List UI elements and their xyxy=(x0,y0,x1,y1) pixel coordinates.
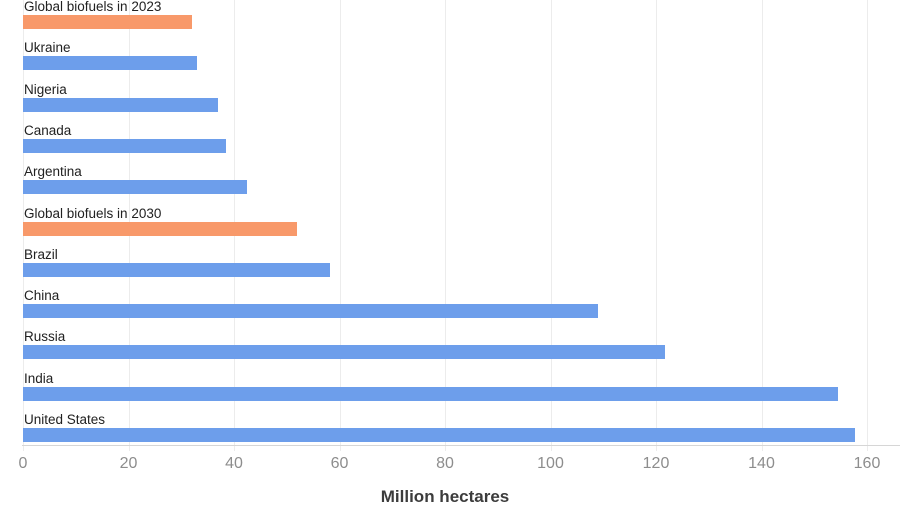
bar-india xyxy=(23,386,838,401)
x-tick-label: 140 xyxy=(748,455,775,472)
x-tick-label: 120 xyxy=(642,455,670,472)
bar-russia xyxy=(23,345,665,360)
x-tick-label: 80 xyxy=(436,455,454,472)
category-label: Global biofuels in 2023 xyxy=(24,0,162,14)
x-tick-label: 160 xyxy=(853,455,881,472)
bar-china xyxy=(23,304,598,319)
x-tick-label: 40 xyxy=(225,455,243,472)
x-axis-title: Million hectares xyxy=(380,487,510,506)
gridline xyxy=(339,0,341,451)
category-label: Russia xyxy=(24,329,66,345)
gridline xyxy=(761,0,763,451)
category-label: India xyxy=(24,370,54,386)
bar-united-states xyxy=(23,428,855,442)
x-axis-line xyxy=(22,445,900,446)
x-tick-label: 60 xyxy=(330,455,349,472)
category-label: United States xyxy=(24,412,106,427)
category-label: China xyxy=(24,288,60,304)
gridline xyxy=(867,0,868,451)
bar-global-biofuels-in-2023 xyxy=(23,15,192,29)
bar-argentina xyxy=(23,180,247,195)
bar-ukraine xyxy=(23,56,198,71)
category-label: Ukraine xyxy=(24,40,71,56)
bar-canada xyxy=(23,138,226,153)
category-label: Canada xyxy=(24,122,72,138)
gridline xyxy=(445,0,446,451)
x-tick-label: 20 xyxy=(119,455,138,472)
bar-nigeria xyxy=(23,97,218,112)
gridline xyxy=(550,0,552,451)
bar-global-biofuels-in-2030 xyxy=(23,221,298,236)
category-label: Nigeria xyxy=(24,81,67,97)
bar-brazil xyxy=(23,262,330,277)
category-label: Argentina xyxy=(24,164,82,180)
category-label: Brazil xyxy=(24,246,58,262)
gridline xyxy=(656,0,657,451)
x-tick-label: 0 xyxy=(18,455,28,472)
x-tick-label: 100 xyxy=(537,455,564,472)
category-label: Global biofuels in 2030 xyxy=(24,205,162,221)
